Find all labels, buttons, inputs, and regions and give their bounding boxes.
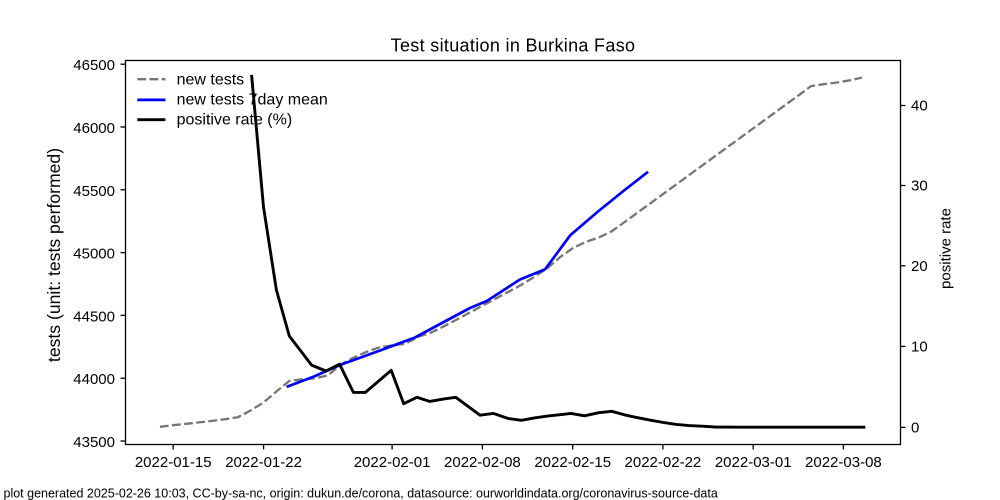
svg-text:44500: 44500 — [73, 308, 115, 325]
svg-text:2022-03-01: 2022-03-01 — [715, 454, 792, 471]
svg-text:new tests 7day mean: new tests 7day mean — [177, 92, 328, 109]
svg-text:2022-01-15: 2022-01-15 — [135, 454, 212, 471]
svg-text:20: 20 — [911, 258, 928, 275]
svg-text:30: 30 — [911, 178, 928, 195]
svg-text:2022-02-15: 2022-02-15 — [534, 454, 611, 471]
svg-text:positive rate: positive rate — [938, 208, 955, 289]
svg-text:10: 10 — [911, 339, 928, 356]
svg-text:Test situation in Burkina Faso: Test situation in Burkina Faso — [391, 36, 636, 56]
svg-text:44000: 44000 — [73, 371, 115, 388]
svg-text:0: 0 — [911, 420, 919, 437]
svg-text:2022-02-22: 2022-02-22 — [625, 454, 702, 471]
svg-text:2022-02-08: 2022-02-08 — [444, 454, 521, 471]
svg-text:43500: 43500 — [73, 434, 115, 451]
svg-text:2022-01-22: 2022-01-22 — [225, 454, 302, 471]
svg-text:new tests: new tests — [177, 71, 245, 88]
svg-text:2022-03-08: 2022-03-08 — [805, 454, 882, 471]
svg-text:positive rate (%): positive rate (%) — [177, 112, 293, 129]
svg-text:plot generated 2025-02-26 10:0: plot generated 2025-02-26 10:03, CC-by-s… — [4, 487, 718, 500]
svg-text:45000: 45000 — [73, 246, 115, 263]
svg-text:tests (unit: tests performed): tests (unit: tests performed) — [44, 148, 64, 362]
svg-text:46500: 46500 — [73, 57, 115, 74]
svg-text:46000: 46000 — [73, 120, 115, 137]
svg-text:2022-02-01: 2022-02-01 — [354, 454, 431, 471]
svg-text:45500: 45500 — [73, 183, 115, 200]
svg-text:40: 40 — [911, 98, 928, 115]
